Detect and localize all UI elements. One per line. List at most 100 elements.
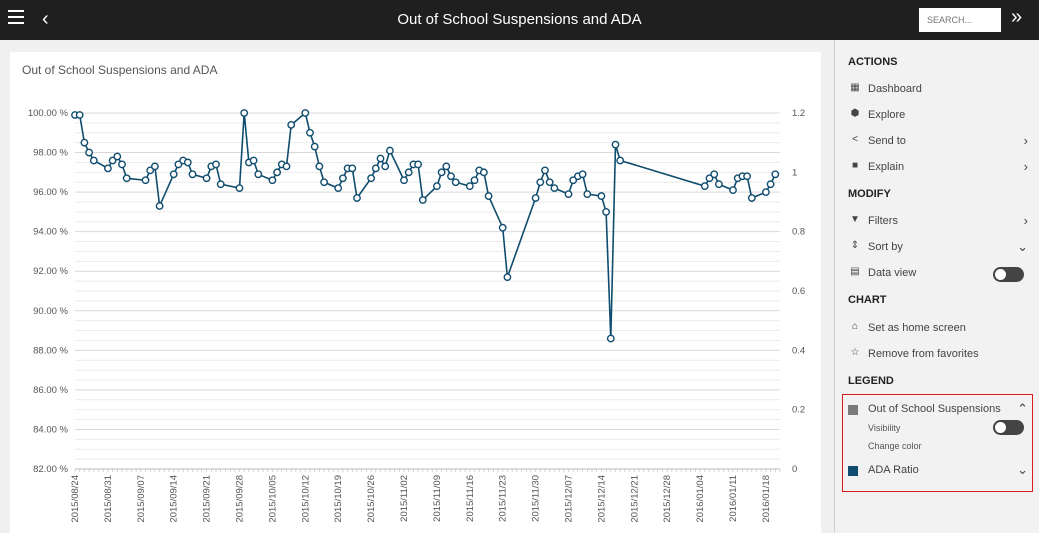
x-axis-tick-label: 2015/12/14: [596, 475, 607, 523]
data-point: [240, 109, 249, 117]
x-axis-tick-label: 2015/10/05: [267, 475, 278, 523]
sidebar-item-filters[interactable]: ▼ Filters ›: [848, 213, 1028, 230]
data-point: [320, 178, 328, 187]
series-line: [75, 111, 777, 339]
x-axis-tick-label: 2015/09/14: [169, 475, 180, 523]
visibility-label: Visibility: [868, 423, 901, 433]
data-point: [118, 160, 126, 169]
y-right-axis-tick-label: 0.4: [792, 345, 805, 356]
sidebar: ACTIONS ▦ Dashboard ⬢ Explore < Send to …: [834, 40, 1039, 533]
x-axis-tick-label: 2015/10/19: [333, 475, 344, 523]
y-right-axis-tick-label: 0.6: [792, 286, 805, 297]
double-chevron-right-icon[interactable]: »: [1011, 6, 1023, 28]
x-axis-tick-label: 2015/08/31: [103, 475, 114, 523]
chevron-down-icon: ⌄: [1017, 462, 1028, 477]
legend-highlight-box: [842, 394, 1033, 492]
sidebar-item-explain[interactable]: ■ Explain ›: [848, 159, 1028, 176]
data-point: [80, 138, 89, 147]
data-point: [414, 160, 422, 169]
top-bar: ‹ Out of School Suspensions and ADA »: [0, 0, 1039, 40]
y-right-axis-tick-label: 0: [792, 464, 797, 475]
y-axis-tick-label: 100.00 %: [28, 108, 69, 119]
data-point: [762, 188, 770, 197]
visibility-toggle[interactable]: [993, 420, 1024, 435]
data-point: [122, 174, 131, 183]
data-point: [183, 158, 192, 167]
sidebar-item-label: Explain: [868, 161, 905, 173]
x-axis-tick-label: 2015/10/26: [366, 475, 377, 523]
data-point: [550, 184, 559, 193]
data-point: [202, 174, 211, 183]
book-icon: ■: [851, 160, 859, 171]
toggle-knob: [995, 269, 1006, 280]
data-point: [700, 182, 709, 191]
data-point: [306, 128, 314, 137]
legend-item-suspensions[interactable]: Out of School Suspensions ⌃: [848, 401, 1028, 418]
sidebar-item-label: Sort by: [868, 241, 903, 253]
series-color-swatch[interactable]: [848, 466, 858, 476]
sidebar-item-dashboard[interactable]: ▦ Dashboard: [848, 82, 1028, 98]
data-point: [545, 178, 554, 187]
data-point: [169, 170, 178, 179]
data-point: [531, 194, 540, 202]
sidebar-item-remove-favorites[interactable]: ☆ Remove from favorites: [848, 347, 1028, 363]
grid-icon: ▦: [850, 82, 860, 93]
x-axis-tick-label: 2015/11/09: [432, 475, 443, 522]
data-point: [376, 154, 385, 163]
sidebar-item-send-to[interactable]: < Send to ›: [848, 133, 1028, 150]
data-point: [729, 186, 737, 195]
series-color-swatch[interactable]: [848, 405, 858, 415]
legend-item-ada-ratio[interactable]: ADA Ratio ⌄: [848, 462, 1028, 479]
change-color-link[interactable]: Change color: [868, 441, 922, 451]
data-point: [301, 109, 310, 117]
data-point: [287, 120, 296, 129]
data-point: [104, 164, 112, 173]
chevron-down-icon: ⌄: [1017, 239, 1028, 254]
sort-icon: ⇕: [850, 240, 860, 251]
data-point: [771, 170, 780, 179]
data-view-toggle[interactable]: [993, 267, 1024, 282]
data-point: [385, 146, 394, 155]
x-axis-tick-label: 2015/12/07: [564, 475, 575, 523]
data-point: [606, 334, 615, 343]
sidebar-item-set-home[interactable]: ⌂ Set as home screen: [848, 321, 1028, 337]
data-point: [141, 176, 150, 185]
data-point: [235, 184, 244, 193]
chevron-left-icon[interactable]: ‹: [42, 8, 49, 30]
data-point: [470, 176, 479, 185]
modify-heading: MODIFY: [848, 188, 891, 200]
legend-heading: LEGEND: [848, 375, 894, 387]
data-point: [367, 174, 375, 183]
data-point: [437, 168, 446, 177]
star-icon: ☆: [850, 347, 860, 358]
data-point: [715, 180, 723, 189]
data-point: [282, 162, 291, 171]
sidebar-item-label: Send to: [868, 135, 906, 147]
data-point: [150, 162, 159, 171]
data-point: [611, 140, 620, 149]
sidebar-item-sort-by[interactable]: ⇕ Sort by ⌄: [848, 239, 1028, 256]
x-axis-tick-label: 2015/12/21: [629, 475, 640, 523]
y-axis-tick-label: 88.00 %: [33, 345, 68, 356]
toggle-knob: [995, 422, 1006, 433]
y-axis-tick-label: 86.00 %: [33, 385, 68, 396]
chart-title: Out of School Suspensions and ADA: [22, 63, 218, 77]
actions-heading: ACTIONS: [848, 56, 898, 68]
line-chart[interactable]: 100.00 % 98.00 % 96.00 % 94.00 % 92.00 % 90.0…: [10, 52, 821, 533]
sidebar-item-data-view[interactable]: ▤ Data view: [848, 266, 1028, 282]
sidebar-item-explore[interactable]: ⬢ Explore: [848, 108, 1028, 124]
search-input[interactable]: [919, 8, 1001, 32]
chevron-right-icon: ›: [1023, 159, 1028, 174]
y-right-axis-tick-label: 1.2: [792, 108, 805, 119]
hamburger-icon[interactable]: [8, 10, 24, 28]
y-right-axis-tick-label: 1: [792, 167, 797, 178]
y-axis-tick-label: 96.00 %: [33, 187, 68, 198]
data-point: [113, 152, 122, 161]
data-point: [254, 170, 263, 179]
data-point: [479, 168, 488, 177]
y-axis-tick-label: 92.00 %: [33, 266, 68, 277]
x-axis-tick-label: 2015/10/12: [300, 475, 311, 523]
data-point: [418, 196, 427, 204]
y-axis-tick-label: 84.00 %: [33, 424, 68, 435]
data-point: [155, 202, 164, 210]
